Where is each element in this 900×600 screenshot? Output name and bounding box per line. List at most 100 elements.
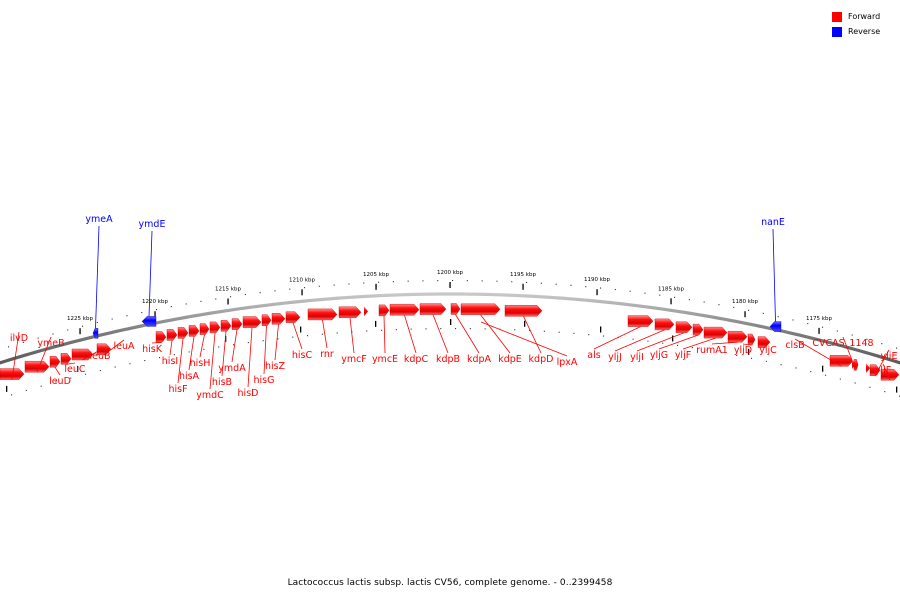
lower-tick bbox=[748, 348, 750, 355]
tick-dot bbox=[469, 328, 471, 330]
tick-mark-1205 bbox=[375, 283, 377, 290]
gene-ylji: yljI bbox=[630, 321, 693, 363]
legend-label-forward: Forward bbox=[848, 12, 881, 21]
tick-dot bbox=[40, 385, 42, 387]
tick-label-1195: 1195 kbp bbox=[510, 272, 536, 278]
gene-hisa: hisA bbox=[179, 325, 200, 382]
leader-line bbox=[292, 322, 303, 350]
tick-dot bbox=[55, 381, 57, 383]
gene-hisc: hisC bbox=[285, 311, 313, 361]
tick-dot bbox=[762, 312, 764, 314]
tick-dot bbox=[644, 292, 646, 294]
gene-label-hisd: hisD bbox=[238, 388, 259, 399]
tick-label-1205: 1205 kbp bbox=[363, 272, 389, 278]
tick-dot bbox=[851, 334, 853, 336]
tick-dot bbox=[733, 306, 735, 308]
legend-label-reverse: Reverse bbox=[848, 27, 881, 36]
tick-dot bbox=[70, 377, 72, 379]
tick-dot bbox=[336, 332, 338, 334]
leader-line bbox=[882, 363, 891, 381]
scale-ticks: 1225 kbp 1220 kbp 1215 kbp 1210 kbp 1205 kbp… bbox=[67, 270, 832, 335]
reverse-swatch bbox=[832, 26, 842, 37]
gene-arrow bbox=[869, 364, 881, 376]
gene-yljc: yljC bbox=[757, 336, 777, 356]
lower-tick bbox=[822, 365, 824, 372]
tick-dot bbox=[751, 357, 753, 359]
gene-label-kdpe: kdpE bbox=[498, 354, 522, 365]
gene-label-hisk: hisK bbox=[142, 344, 163, 355]
tick-dot bbox=[765, 360, 767, 362]
gene-arrow bbox=[675, 321, 693, 333]
gene-fragment bbox=[866, 363, 870, 374]
tick-dot bbox=[795, 367, 797, 369]
tick-dot bbox=[392, 281, 394, 283]
tick-dot bbox=[203, 348, 205, 350]
gene-arrow bbox=[271, 313, 286, 325]
leader-line bbox=[54, 366, 61, 376]
gene-arrow bbox=[177, 327, 189, 339]
tick-dot bbox=[262, 340, 264, 342]
tick-dot bbox=[659, 294, 661, 296]
gene-arrow bbox=[242, 316, 262, 328]
leader-line bbox=[95, 225, 100, 329]
gene-label-yljc: yljC bbox=[759, 345, 777, 356]
tick-dot bbox=[37, 337, 39, 339]
minor-ticks bbox=[8, 280, 900, 397]
tick-mark-1185 bbox=[670, 298, 672, 305]
leader-line bbox=[432, 314, 449, 354]
tick-dot bbox=[600, 287, 602, 289]
tick-label-1175: 1175 kbp bbox=[806, 316, 832, 322]
gene-label-ymcf: ymcF bbox=[341, 354, 367, 365]
tick-dot bbox=[839, 378, 841, 380]
tick-dot bbox=[144, 360, 146, 362]
tick-dot bbox=[748, 309, 750, 311]
gene-kdpe: kdpE bbox=[460, 303, 522, 365]
gene-lpxa: lpxA bbox=[480, 321, 578, 368]
tick-mark-1190 bbox=[596, 289, 598, 296]
tick-dot bbox=[736, 354, 738, 356]
tick-dot bbox=[8, 346, 10, 348]
leader-line bbox=[404, 315, 417, 354]
tick-dot bbox=[869, 386, 871, 388]
gene-label-kdpb: kdpB bbox=[436, 354, 460, 365]
gene-yljj: yljJ bbox=[608, 318, 675, 363]
tick-dot bbox=[540, 282, 542, 284]
tick-dot bbox=[159, 357, 161, 359]
gene-label-hisc: hisC bbox=[292, 350, 313, 361]
tick-dot bbox=[307, 335, 309, 337]
tick-dot bbox=[674, 296, 676, 298]
gene-arrow bbox=[450, 303, 461, 315]
tick-dot bbox=[881, 343, 883, 345]
gene-label-ylie: yliE bbox=[881, 351, 898, 362]
tick-dot bbox=[378, 281, 380, 283]
tick-dot bbox=[410, 328, 412, 330]
legend-item-forward: Forward bbox=[832, 9, 892, 24]
tick-dot bbox=[632, 338, 634, 340]
tick-label-1190: 1190 kbp bbox=[584, 277, 610, 283]
gene-yljd: yljD bbox=[734, 333, 756, 356]
gene-label-clsb: clsB bbox=[785, 340, 804, 351]
tick-dot bbox=[244, 294, 246, 296]
tick-dot bbox=[691, 347, 693, 349]
gene-clsb: clsB bbox=[785, 338, 854, 367]
tick-dot bbox=[25, 389, 27, 391]
leader-line bbox=[151, 342, 162, 344]
tick-dot bbox=[792, 319, 794, 321]
gene-label-nane: nanE bbox=[761, 217, 785, 228]
tick-dot bbox=[896, 347, 898, 349]
gene-label-ylji: yljI bbox=[630, 352, 644, 363]
tick-dot bbox=[318, 285, 320, 287]
tick-dot bbox=[514, 329, 516, 331]
leader-line bbox=[455, 314, 480, 354]
tick-dot bbox=[603, 335, 605, 337]
lower-tick bbox=[77, 365, 79, 372]
tick-dot bbox=[200, 300, 202, 302]
tick-dot bbox=[466, 280, 468, 282]
gene-label-yljg: yljG bbox=[650, 350, 668, 361]
gene-hisd: hisD bbox=[238, 316, 262, 399]
gene-label-ymde: ymdE bbox=[139, 219, 166, 230]
gene-arrow bbox=[703, 326, 728, 339]
tick-dot bbox=[526, 281, 528, 283]
gene-arrow bbox=[261, 314, 272, 326]
